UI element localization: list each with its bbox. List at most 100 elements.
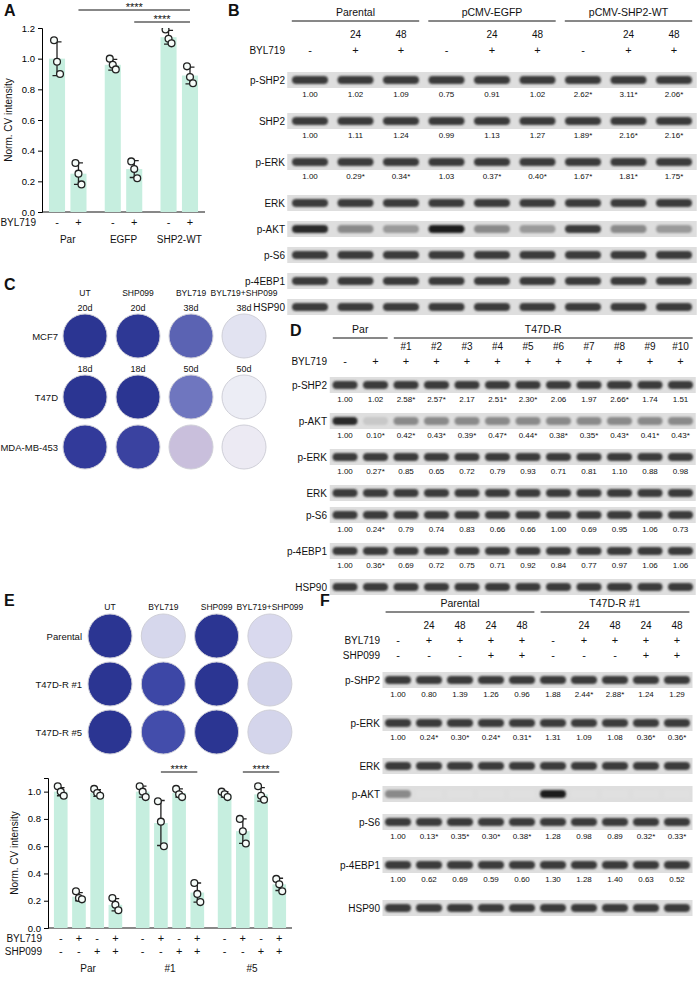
quantification: 0.62 xyxy=(421,875,437,884)
lane-label: 48 xyxy=(516,620,528,631)
x-tick-label: + xyxy=(158,932,164,944)
y-tick-mark xyxy=(44,901,48,902)
band xyxy=(540,790,566,798)
band xyxy=(509,676,535,684)
group-header: T47D-R xyxy=(525,323,562,335)
band xyxy=(292,225,328,233)
band xyxy=(338,199,374,207)
x-axis-line xyxy=(42,212,205,213)
quantification: 2.51* xyxy=(488,395,507,404)
group-label: #5 xyxy=(246,963,258,974)
band xyxy=(656,277,692,285)
lane-label: - xyxy=(458,649,462,661)
band xyxy=(447,719,473,727)
x-tick-label: + xyxy=(194,945,200,957)
quantification: 0.36* xyxy=(668,733,687,742)
well xyxy=(248,710,292,754)
x-tick-label: + xyxy=(94,945,100,957)
band xyxy=(455,381,480,389)
quantification: 0.39* xyxy=(458,431,477,440)
significance-label: **** xyxy=(252,763,270,775)
data-point xyxy=(109,895,116,902)
band xyxy=(638,453,663,461)
row-label: HSP90 xyxy=(295,582,327,593)
quantification: 0.80 xyxy=(421,690,437,699)
quantification: 1.88 xyxy=(545,690,561,699)
band xyxy=(516,583,541,591)
column-label: SHP099 xyxy=(201,602,233,612)
lane-label: + xyxy=(403,355,409,367)
band xyxy=(478,790,504,798)
membrane-strip xyxy=(330,579,696,595)
band xyxy=(333,381,358,389)
band xyxy=(363,547,388,555)
quantification: 0.42* xyxy=(397,431,416,440)
data-point xyxy=(97,792,104,799)
lane-label: + xyxy=(625,44,631,56)
band xyxy=(546,381,571,389)
quantification: 1.11 xyxy=(348,131,364,140)
band xyxy=(633,719,659,727)
days-label: 20d xyxy=(77,303,92,313)
lane-label: #7 xyxy=(583,341,595,352)
band xyxy=(333,489,358,497)
quantification: 1.03 xyxy=(439,172,455,181)
days-label: 18d xyxy=(77,364,92,374)
quantification: 0.60 xyxy=(514,875,530,884)
band xyxy=(638,489,663,497)
quantification: 2.30* xyxy=(519,395,538,404)
error-bar xyxy=(157,801,165,846)
y-tick-mark xyxy=(44,792,48,793)
significance-label: **** xyxy=(171,763,189,775)
band xyxy=(485,511,510,519)
well xyxy=(141,662,185,706)
quantification: 2.06* xyxy=(665,90,684,99)
lane-label: - xyxy=(613,649,617,661)
quantification: 0.98 xyxy=(673,467,689,476)
data-point xyxy=(134,175,141,182)
membrane-strip xyxy=(330,377,696,393)
band xyxy=(656,199,692,207)
y-axis: 0.00.20.40.60.81.0 xyxy=(28,779,49,934)
x-tick-label: - xyxy=(141,945,145,957)
band xyxy=(571,904,597,912)
lane-label: + xyxy=(555,355,561,367)
band xyxy=(611,251,647,259)
quantification: 1.75* xyxy=(665,172,684,181)
lane-label: + xyxy=(581,634,587,646)
well xyxy=(88,614,132,658)
quantification: 0.71 xyxy=(490,561,506,570)
quantification: 0.97 xyxy=(612,561,628,570)
well xyxy=(222,375,266,419)
quantification: 0.40* xyxy=(528,172,547,181)
data-point xyxy=(242,840,249,847)
band xyxy=(520,76,556,84)
band xyxy=(664,904,690,912)
group-label: #1 xyxy=(164,963,176,974)
membrane-strip xyxy=(330,449,696,465)
bar xyxy=(182,76,198,212)
band xyxy=(664,818,690,826)
band xyxy=(485,489,510,497)
band xyxy=(571,818,597,826)
band xyxy=(394,583,419,591)
lane-label: - xyxy=(582,649,586,661)
band xyxy=(424,381,449,389)
y-axis-title: Norm. CV intensity xyxy=(3,78,14,161)
data-point xyxy=(160,843,167,850)
band xyxy=(447,676,473,684)
band xyxy=(424,453,449,461)
y-tick-mark xyxy=(38,28,42,29)
band xyxy=(546,489,571,497)
membrane-strip xyxy=(330,485,696,501)
row-label: p-ERK xyxy=(298,452,328,463)
lane-label: + xyxy=(616,355,622,367)
x-tick-label: - xyxy=(59,932,63,944)
well xyxy=(195,614,239,658)
data-point xyxy=(154,798,161,805)
band xyxy=(429,76,465,84)
column-label: BYL719 xyxy=(176,288,207,298)
band xyxy=(363,489,388,497)
x-tick-label: - xyxy=(141,932,145,944)
y-tick-label: 0.4 xyxy=(22,145,35,156)
